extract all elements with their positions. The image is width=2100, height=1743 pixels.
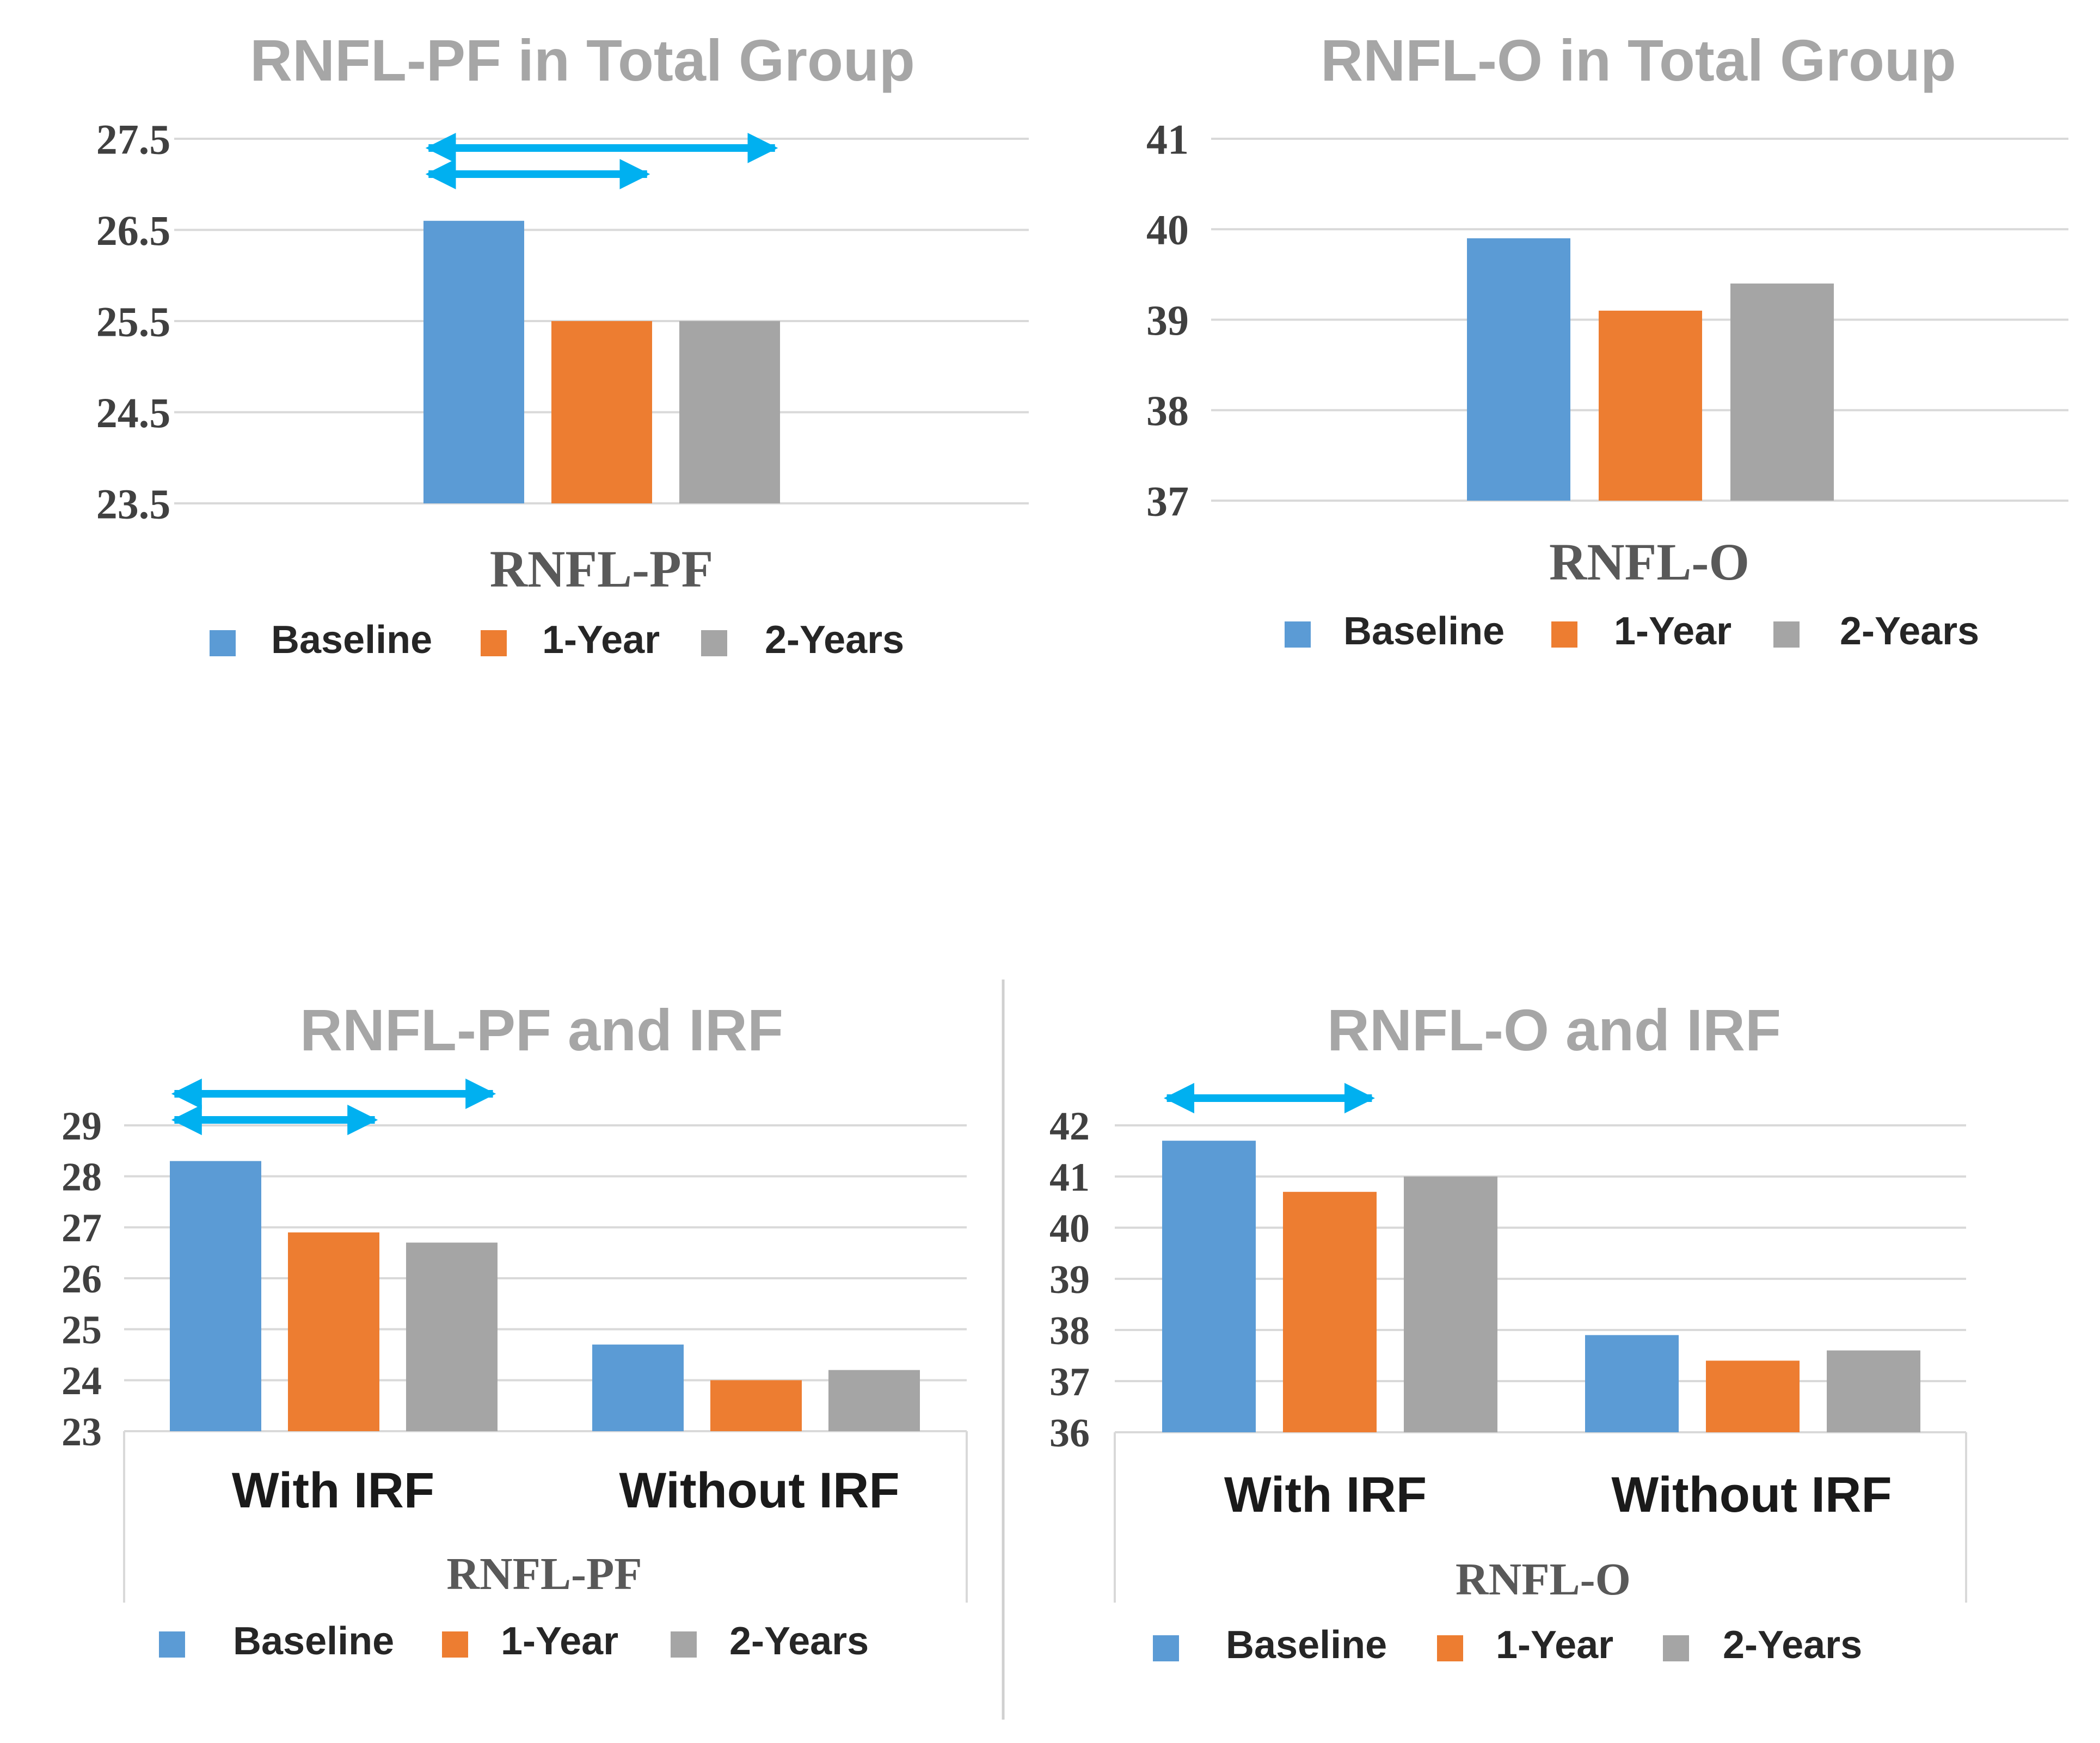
- legend-label: 2-Years: [765, 618, 904, 662]
- bar-2-years: [828, 1370, 920, 1431]
- x-axis-title: RNFL-O: [1549, 533, 1749, 591]
- chart-rnfl-pf-total: RNFL-PF in Total Group 27.5 26.5 25.5 24.5 2…: [96, 27, 1029, 662]
- legend-swatch-baseline: [1285, 621, 1311, 648]
- chart-title: RNFL-O and IRF: [1327, 997, 1781, 1063]
- y-tick-label: 38: [1146, 387, 1189, 434]
- y-tick-label: 41: [1049, 1155, 1090, 1200]
- x-axis-title: RNFL-PF: [490, 540, 714, 598]
- legend-label: 1-Year: [542, 618, 660, 662]
- legend-swatch-2-years: [1773, 621, 1800, 648]
- legend-label: Baseline: [1226, 1623, 1387, 1667]
- bar-2-years: [1827, 1350, 1920, 1432]
- legend-label: Baseline: [271, 618, 432, 662]
- chart-title: RNFL-PF and IRF: [300, 997, 783, 1063]
- y-tick-label: 24.5: [96, 389, 171, 436]
- legend-label: 2-Years: [1840, 609, 1979, 653]
- bar-baseline: [170, 1161, 261, 1431]
- bar-1-year: [710, 1380, 802, 1431]
- y-tick-label: 27.5: [96, 115, 171, 163]
- legend-swatch-1-year: [442, 1631, 468, 1658]
- y-tick-label: 36: [1049, 1411, 1090, 1456]
- chart-rnfl-o-irf: RNFL-O and IRF 42 41 40 39 38 37 36 With IRF Wi…: [1049, 997, 1967, 1667]
- y-tick-label: 25.5: [96, 298, 171, 345]
- legend-swatch-1-year: [1551, 621, 1577, 648]
- legend-swatch-2-years: [701, 630, 727, 656]
- y-tick-label: 24: [62, 1359, 102, 1403]
- bar-2-years: [1730, 284, 1834, 501]
- legend-label: Baseline: [233, 1619, 394, 1663]
- legend-swatch-baseline: [1153, 1635, 1179, 1661]
- y-tick-label: 23.5: [96, 480, 171, 527]
- bar-2-years: [1404, 1177, 1497, 1432]
- y-tick-label: 40: [1146, 206, 1189, 254]
- bar-1-year: [551, 321, 652, 503]
- legend-swatch-1-year: [481, 630, 507, 656]
- legend-swatch-1-year: [1437, 1635, 1463, 1661]
- legend-label: Baseline: [1343, 609, 1505, 653]
- y-tick-label: 26: [62, 1257, 102, 1302]
- bar-1-year: [1599, 310, 1702, 501]
- chart-title: RNFL-PF in Total Group: [250, 27, 915, 93]
- y-tick-label: 39: [1146, 297, 1189, 344]
- y-tick-label: 23: [62, 1410, 102, 1455]
- y-tick-label: 27: [62, 1206, 102, 1251]
- y-tick-label: 38: [1049, 1309, 1090, 1353]
- chart-rnfl-pf-irf: RNFL-PF and IRF 29 28 27 26 25 24 23 With IRF W…: [62, 997, 968, 1663]
- bar-baseline: [1467, 238, 1570, 501]
- y-tick-label: 29: [62, 1104, 102, 1149]
- legend-label: 1-Year: [501, 1619, 618, 1663]
- bar-1-year: [288, 1232, 379, 1431]
- legend-swatch-baseline: [159, 1631, 185, 1658]
- bar-baseline: [592, 1344, 684, 1431]
- bar-baseline: [1162, 1141, 1256, 1432]
- category-label: With IRF: [1224, 1467, 1427, 1523]
- bar-baseline: [1585, 1335, 1679, 1432]
- bar-baseline: [423, 220, 524, 503]
- category-label: Without IRF: [1611, 1467, 1892, 1523]
- legend-label: 2-Years: [1723, 1623, 1862, 1667]
- x-axis-title: RNFL-O: [1456, 1554, 1631, 1605]
- legend-label: 1-Year: [1496, 1623, 1613, 1667]
- category-label: With IRF: [232, 1463, 434, 1518]
- chart-title: RNFL-O in Total Group: [1321, 27, 1956, 93]
- y-tick-label: 25: [62, 1308, 102, 1353]
- category-label: Without IRF: [619, 1463, 899, 1518]
- bar-2-years: [679, 321, 780, 503]
- y-tick-label: 28: [62, 1155, 102, 1200]
- y-tick-label: 26.5: [96, 207, 171, 254]
- legend-label: 1-Year: [1614, 609, 1731, 653]
- y-tick-label: 39: [1049, 1258, 1090, 1302]
- legend-label: 2-Years: [729, 1619, 869, 1663]
- y-tick-label: 42: [1049, 1104, 1090, 1149]
- y-tick-label: 37: [1049, 1360, 1090, 1405]
- legend-swatch-2-years: [1663, 1635, 1689, 1661]
- legend-swatch-2-years: [671, 1631, 697, 1658]
- bar-1-year: [1706, 1360, 1800, 1432]
- y-tick-label: 37: [1146, 477, 1189, 525]
- x-axis-title: RNFL-PF: [446, 1549, 642, 1599]
- y-tick-label: 41: [1146, 115, 1189, 163]
- y-tick-label: 40: [1049, 1206, 1090, 1251]
- bar-2-years: [406, 1242, 498, 1431]
- bar-1-year: [1283, 1192, 1377, 1432]
- legend-swatch-baseline: [210, 630, 236, 656]
